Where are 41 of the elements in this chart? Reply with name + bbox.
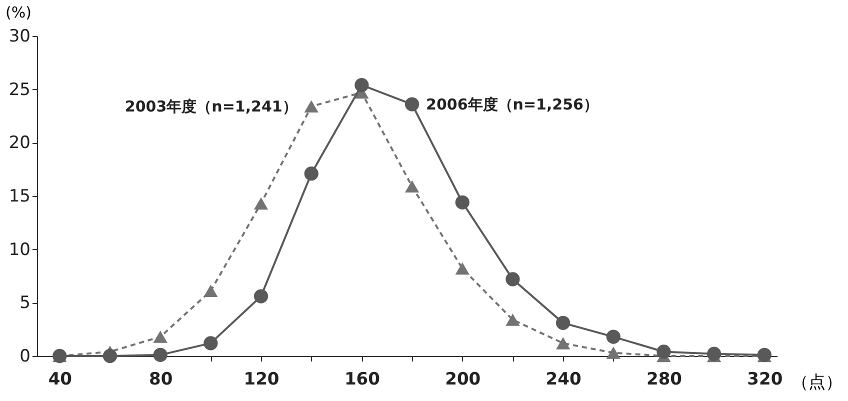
point [102,348,118,364]
y-tick-label: 30 [8,26,30,46]
x-tick-label: 120 [244,370,280,390]
y-tick-label: 15 [8,186,30,206]
y-tick-label: 5 [20,293,30,314]
point [656,344,671,359]
point [304,166,318,181]
point [153,330,168,343]
x-axis-title: （点） [792,372,842,392]
x-tick-label: 40 [48,370,72,390]
point [204,336,218,350]
y-axis-title: (%) [6,4,32,22]
y-tick-label: 10 [8,240,30,260]
point [707,346,722,361]
point [556,316,570,330]
series-label: 2006年度（n=1,256） [426,95,598,114]
x-tick-label: 160 [344,370,380,390]
point [404,180,420,193]
point [354,78,369,92]
x-tick-label: 280 [646,370,682,390]
point [204,284,218,298]
point [606,330,620,344]
point [455,195,470,210]
y-tick-label: 25 [8,80,30,100]
point [556,337,570,350]
point [404,97,420,112]
point [304,100,318,113]
point [254,197,268,210]
point [153,348,168,362]
x-tick-label: 80 [148,370,173,390]
y-tick-label: 0 [20,346,30,366]
x-tick-label: 240 [546,370,582,390]
y-tick-label: 20 [8,133,30,154]
point [455,262,470,275]
point [506,314,520,326]
x-tick-label: 320 [747,370,783,390]
point [606,346,620,359]
x-tick-label: 200 [445,370,481,390]
series-label: 2003年度（n=1,241） [124,97,298,116]
point [506,272,520,286]
point [254,289,268,304]
